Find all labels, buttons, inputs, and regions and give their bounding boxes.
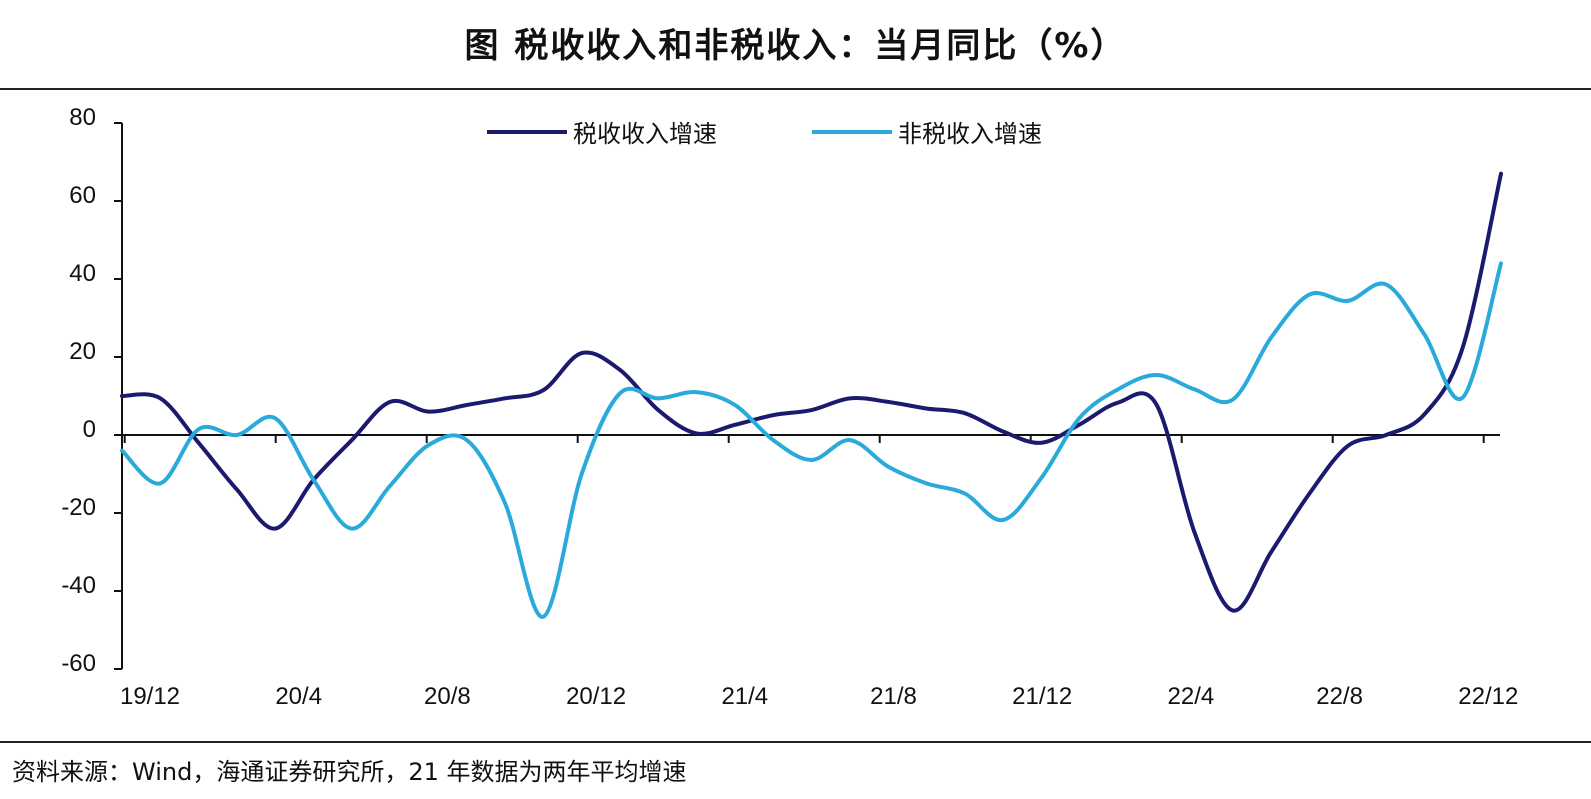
y-tick-label: 20 <box>69 338 96 365</box>
legend-label-nontax: 非税收入增速 <box>898 120 1042 148</box>
series-line-tax <box>120 171 1503 613</box>
x-tick-label: 19/12 <box>120 683 180 710</box>
y-axis: 80 60 40 20 0 -20 -40 -60 <box>61 104 123 677</box>
y-tick-label: 60 <box>69 182 96 209</box>
x-tick-label: 20/4 <box>275 683 322 710</box>
x-tick-label: 20/12 <box>566 683 626 710</box>
legend-label-tax: 税收收入增速 <box>573 120 717 148</box>
series-line-nontax <box>120 261 1503 619</box>
y-tick-label: 80 <box>69 104 96 131</box>
x-tick-label: 20/8 <box>424 683 471 710</box>
legend-item-tax: 税收收入增速 <box>487 114 717 149</box>
x-tick-label: 21/12 <box>1012 683 1072 710</box>
x-tick-label: 22/8 <box>1316 683 1363 710</box>
x-axis: 19/12 20/4 20/8 20/12 21/4 21/8 21/12 22/4 22/8 2… <box>120 434 1518 710</box>
bottom-divider <box>0 741 1591 743</box>
legend-swatch-tax <box>487 129 567 134</box>
legend-item-nontax: 非税收入增速 <box>812 114 1042 149</box>
y-tick-label: 40 <box>69 260 96 287</box>
line-chart: 80 60 40 20 0 -20 -40 -60 19/12 20/4 20/8 20/12 21/… <box>61 104 1518 710</box>
source-note: 资料来源：Wind，海通证券研究所，21 年数据为两年平均增速 <box>12 758 687 786</box>
y-tick-label: -60 <box>61 650 96 677</box>
top-divider <box>0 88 1591 90</box>
y-tick-label: 0 <box>83 416 96 443</box>
legend-swatch-nontax <box>812 129 892 134</box>
x-tick-label: 22/12 <box>1458 683 1518 710</box>
y-tick-label: -20 <box>61 494 96 521</box>
y-tick-label: -40 <box>61 572 96 599</box>
chart-title: 图 税收收入和非税收入：当月同比（%） <box>464 26 1127 66</box>
series-lines <box>120 171 1503 619</box>
x-tick-label: 22/4 <box>1168 683 1215 710</box>
x-tick-label: 21/8 <box>870 683 917 710</box>
x-tick-label: 21/4 <box>721 683 768 710</box>
